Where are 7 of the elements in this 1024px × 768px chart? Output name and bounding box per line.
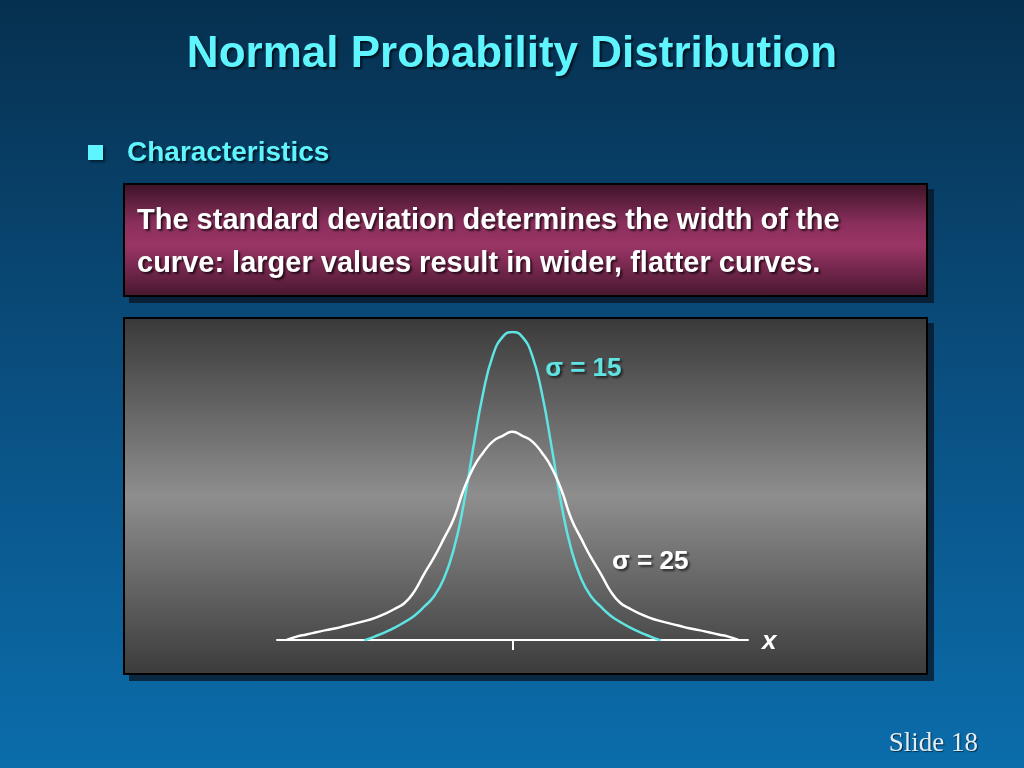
text: The standard deviation determines the width of the curve: larger values result in wider, flatter curves.	[123, 183, 928, 297]
series-label: σ = 15	[545, 352, 622, 383]
chart-subtitle: Characteristics	[127, 135, 330, 169]
text: Slide 18	[888, 726, 978, 758]
chart-title: Normal Probability Distribution	[185, 26, 839, 78]
x-axis-title: x	[760, 625, 778, 655]
series-label: σ = 25	[612, 545, 689, 576]
